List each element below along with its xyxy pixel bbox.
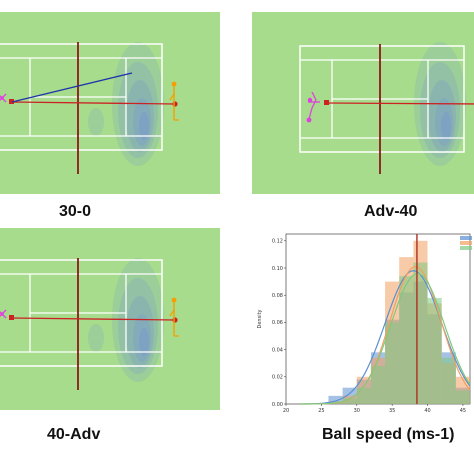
x-tick-label: 25: [318, 408, 324, 414]
legend-swatch: [460, 241, 472, 245]
legend-swatch: [460, 236, 472, 240]
panel-label-3: 40-Adv: [47, 426, 101, 443]
player-left-icon: [306, 117, 312, 123]
ball-trajectory-line: [11, 72, 133, 103]
court-group: [299, 42, 474, 174]
player-right-arm: [169, 309, 175, 317]
shot-line: [11, 101, 176, 105]
player-left-limb: [308, 107, 313, 120]
histogram-bar: [328, 395, 343, 404]
shot-line: [11, 317, 176, 321]
x-tick-label: 45: [460, 408, 466, 414]
y-tick-label: 0.06: [272, 320, 283, 326]
x-tick-label: 30: [354, 408, 360, 414]
court-plot-2: [252, 12, 474, 194]
ball-contact-marker: [9, 315, 14, 320]
ball-end-marker: [172, 101, 178, 107]
player-left-limb: [311, 99, 317, 109]
kde-curve: [300, 272, 471, 405]
landing-density-contour: [118, 62, 158, 158]
landing-density-contour: [441, 112, 451, 140]
histogram-bar: [413, 262, 428, 404]
landing-density-contour: [126, 80, 154, 152]
panel-label-2: Adv-40: [364, 203, 418, 220]
court-outline: [299, 45, 465, 153]
court-plot-1: [0, 12, 220, 194]
histogram-chart: 20 25 30 35 40 45 0.00 0.02 0.04 0.06 0.08 0.10 0.12…: [257, 233, 472, 414]
y-tick-label: 0.02: [272, 375, 283, 381]
x-tick-label: 40: [424, 408, 430, 414]
y-axis-label: Density: [257, 309, 263, 328]
y-tick-label: 0.08: [272, 293, 283, 299]
histogram-bar: [455, 390, 470, 404]
y-tick-label: 0.04: [272, 347, 283, 353]
panel-label-1: 30-0: [59, 203, 92, 220]
legend-swatch: [460, 246, 472, 250]
histogram-bar: [399, 276, 414, 404]
chart-title: Ball speed (ms-1): [322, 426, 455, 443]
player-right-head: [171, 81, 177, 87]
court-panel-40-adv: [0, 228, 220, 410]
landing-density-contour: [126, 296, 154, 368]
histogram-bar: [441, 357, 456, 404]
histogram-bar: [370, 365, 386, 404]
x-tick-label: 20: [283, 408, 289, 414]
player-left-head: [307, 97, 313, 103]
landing-density-contour: [139, 328, 149, 356]
y-tick-label: 0.12: [272, 239, 283, 245]
court-panel-30-0: [0, 12, 220, 194]
histogram-bar: [385, 322, 400, 404]
player-left-head: [0, 312, 4, 316]
histogram-bar: [342, 398, 357, 404]
player-right-head: [171, 297, 177, 303]
landing-density-contour: [133, 314, 151, 362]
ball-speed-histogram: 20 25 30 35 40 45 0.00 0.02 0.04 0.06 0.08 0.10 0.12…: [252, 228, 474, 418]
x-tick-label: 35: [389, 408, 395, 414]
y-tick-label: 0.10: [272, 266, 283, 272]
court-plot-3: [0, 228, 220, 410]
landing-density-contour: [88, 324, 104, 352]
player-left-head: [0, 96, 4, 100]
ball-contact-marker: [9, 99, 14, 104]
landing-density-contour: [133, 98, 151, 146]
court-outline: [0, 43, 163, 151]
court-panel-adv-40: [252, 12, 474, 194]
landing-density-contour: [428, 80, 456, 152]
ball-end-marker: [172, 317, 178, 323]
landing-density-contour: [139, 112, 149, 140]
landing-density-contour: [435, 98, 453, 146]
player-left-limb: [311, 91, 317, 101]
landing-density-contour: [88, 108, 104, 136]
court-outline: [0, 259, 163, 367]
landing-density-contour: [420, 62, 460, 158]
histogram-bar: [427, 297, 442, 404]
landing-density-contour: [118, 278, 158, 374]
histogram-bar: [356, 387, 371, 404]
ball-contact-marker: [324, 100, 329, 105]
y-tick-label: 0.00: [272, 402, 283, 408]
player-right-arm: [169, 93, 175, 101]
shot-line: [326, 102, 474, 105]
